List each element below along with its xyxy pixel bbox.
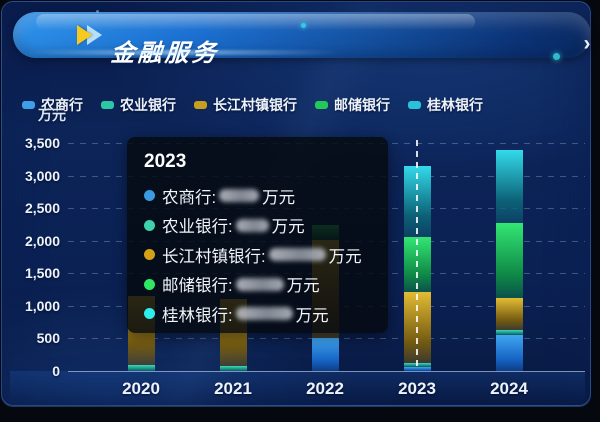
x-axis-label: 2024 xyxy=(490,379,528,398)
legend-swatch xyxy=(22,101,35,109)
legend-item-3[interactable]: 长江村镇银行 xyxy=(194,95,297,115)
tooltip-unit: 万元 xyxy=(295,306,329,325)
tooltip-series-label: 邮储银行: xyxy=(162,277,233,296)
tooltip-series-dot xyxy=(144,278,155,290)
y-axis-unit-label: 万元 xyxy=(38,107,66,123)
x-axis-label: 2021 xyxy=(214,379,252,398)
x-axis-label: 2020 xyxy=(122,379,160,398)
x-axis-label: 2022 xyxy=(306,379,344,398)
hover-pointer-line xyxy=(416,140,418,371)
header-bar: 金融服务 xyxy=(13,12,591,67)
bar-segment[interactable] xyxy=(219,366,247,371)
tooltip-row: 桂林银行: 万元 xyxy=(144,299,372,329)
glow-dot xyxy=(301,23,306,28)
y-axis-label: 1,000 xyxy=(24,297,60,314)
tooltip-unit: 万元 xyxy=(328,247,362,266)
legend-swatch xyxy=(408,101,421,109)
tooltip: 2023 农商行: 万元 农业银行: 万元 长江村镇银行: 万元 邮储银行: 万元 桂林银行: 万… xyxy=(127,137,388,333)
tooltip-value-blurred xyxy=(219,189,260,203)
tooltip-series-label: 桂林银行: xyxy=(162,306,233,325)
legend-item-2[interactable]: 农业银行 xyxy=(101,95,176,115)
glow-dot xyxy=(96,10,99,13)
legend-item-4[interactable]: 邮储银行 xyxy=(315,95,390,115)
bar-segment[interactable] xyxy=(495,335,523,371)
baseline-glow xyxy=(10,371,585,403)
x-axis-line xyxy=(68,371,585,372)
y-axis-label: 500 xyxy=(36,330,60,347)
tooltip-unit: 万元 xyxy=(286,277,320,296)
legend-swatch xyxy=(101,101,114,109)
legend-label: 邮储银行 xyxy=(334,97,390,113)
tooltip-unit: 万元 xyxy=(271,218,305,237)
tooltip-series-label: 长江村镇银行: xyxy=(162,247,266,266)
tooltip-unit: 万元 xyxy=(262,188,296,207)
tooltip-series-dot xyxy=(144,190,155,202)
tooltip-row: 农业银行: 万元 xyxy=(144,211,372,241)
bar-segment[interactable] xyxy=(495,329,523,336)
y-axis-label: 2,000 xyxy=(24,232,60,249)
y-axis-label: 3,500 xyxy=(24,135,60,151)
tooltip-series-dot xyxy=(144,308,155,320)
tooltip-series-dot xyxy=(144,219,155,231)
panel-title: 金融服务 xyxy=(109,40,220,67)
tooltip-row: 邮储银行: 万元 xyxy=(144,270,372,300)
double-arrow-icon xyxy=(77,25,109,45)
legend-swatch xyxy=(194,101,207,109)
y-axis-label: 3,000 xyxy=(24,167,60,184)
y-axis-label: 2,500 xyxy=(24,200,60,217)
y-axis-label: 0 xyxy=(52,363,60,379)
tooltip-series-label: 农商行: xyxy=(162,188,217,207)
bar-segment[interactable] xyxy=(495,298,523,330)
chevron-right-icon[interactable]: › xyxy=(583,32,591,55)
legend-label: 农商行 xyxy=(41,97,83,113)
legend-label: 桂林银行 xyxy=(427,97,483,113)
tooltip-series-dot xyxy=(144,249,155,261)
tooltip-title: 2023 xyxy=(144,151,187,172)
tooltip-row: 农商行: 万元 xyxy=(144,181,372,211)
legend-item-1[interactable]: 农商行 xyxy=(22,95,83,115)
tooltip-value-blurred xyxy=(268,248,326,262)
y-axis-label: 1,500 xyxy=(24,265,60,282)
bar-segment[interactable] xyxy=(127,365,155,371)
x-axis-label: 2023 xyxy=(398,379,436,398)
legend-swatch xyxy=(315,101,328,109)
glow-dot xyxy=(553,53,560,60)
legend-label: 长江村镇银行 xyxy=(213,97,297,113)
legend-item-5[interactable]: 桂林银行 xyxy=(408,95,483,115)
legend: 农商行 农业银行 长江村镇银行 邮储银行 桂林银行 xyxy=(22,94,483,116)
tooltip-series-label: 农业银行: xyxy=(162,218,233,237)
legend-label: 农业银行 xyxy=(120,97,176,113)
tooltip-value-blurred xyxy=(235,307,293,321)
bar-segment[interactable] xyxy=(495,223,523,299)
tooltip-value-blurred xyxy=(235,277,284,291)
bar-segment[interactable] xyxy=(495,150,523,224)
tooltip-row: 长江村镇银行: 万元 xyxy=(144,240,372,270)
bar-segment[interactable] xyxy=(311,337,339,371)
tooltip-value-blurred xyxy=(235,218,269,232)
